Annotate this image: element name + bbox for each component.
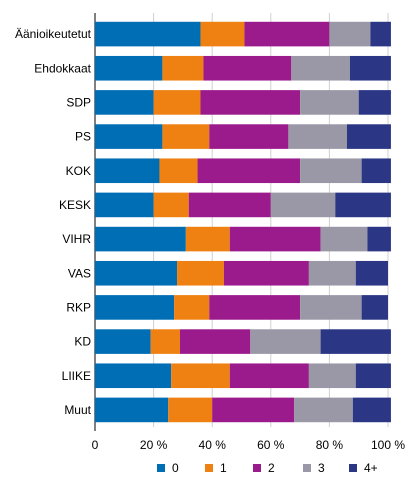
- bar-segment-rkp-2: [209, 295, 301, 320]
- bar-segment-ps-3: [288, 124, 347, 149]
- bar-segment-kesk-3: [270, 192, 336, 218]
- x-tick-label: 80 %: [316, 438, 344, 452]
- bar-segment-vihr-4+: [367, 226, 391, 252]
- bar-segment-kok-4+: [361, 158, 391, 184]
- bar-segment-vihr-3: [320, 226, 368, 252]
- bar-segment-ps-2: [209, 124, 289, 149]
- bar-segment-äänioikeutetut-1: [200, 21, 245, 47]
- grid-lines: [94, 13, 389, 431]
- legend-label: 1: [220, 461, 227, 475]
- bar-segment-kok-0: [95, 158, 160, 184]
- bar-segment-rkp-3: [300, 295, 362, 320]
- bar-segment-vihr-0: [95, 226, 186, 252]
- bar-segment-liike-3: [308, 363, 356, 389]
- bar-segment-sdp-2: [200, 90, 301, 115]
- category-label: VAS: [68, 266, 91, 280]
- legend-label: 3: [318, 461, 325, 475]
- y-axis-labels: Äänioikeutetut Ehdokkaat SDP PS KOK KESK VIHR V…: [15, 27, 92, 417]
- bar-segment-äänioikeutetut-4+: [370, 21, 391, 47]
- bar-segment-vihr-1: [185, 226, 230, 252]
- bar-segment-kok-2: [197, 158, 301, 184]
- x-tick-label: 60 %: [257, 438, 285, 452]
- category-label: KOK: [66, 164, 91, 178]
- bar-segment-vas-0: [95, 260, 178, 286]
- bar-segment-kesk-0: [95, 192, 154, 218]
- bar-segment-liike-1: [171, 363, 230, 389]
- category-label: VIHR: [62, 232, 91, 246]
- bar-segment-ehdokkaat-4+: [349, 55, 391, 81]
- bar-segment-ps-4+: [346, 124, 391, 149]
- x-axis-tick-labels: 0 20 % 40 % 60 % 80 % 100 %: [92, 438, 406, 452]
- bar-segment-ehdokkaat-3: [291, 55, 350, 81]
- category-label: KESK: [59, 198, 91, 212]
- bar-segment-kesk-1: [153, 192, 189, 218]
- bar-segment-ehdokkaat-2: [203, 55, 292, 81]
- legend-swatch: [253, 464, 261, 472]
- category-label: RKP: [66, 300, 91, 314]
- x-tick-label: 100 %: [371, 438, 405, 452]
- legend-swatch: [205, 464, 213, 472]
- category-label: PS: [75, 130, 91, 144]
- category-label: Ehdokkaat: [34, 61, 91, 75]
- bar-segment-rkp-0: [95, 295, 175, 320]
- bar-segment-ehdokkaat-1: [162, 55, 204, 81]
- bar-segment-vas-4+: [355, 260, 388, 286]
- bar-segment-kd-0: [95, 329, 151, 354]
- category-label: Muut: [64, 403, 91, 417]
- bar-segment-vas-1: [177, 260, 224, 286]
- bar-segment-kd-3: [250, 329, 321, 354]
- bar-segment-äänioikeutetut-3: [329, 21, 371, 47]
- legend-label: 4+: [364, 461, 378, 475]
- legend-swatch: [303, 464, 311, 472]
- bar-segment-liike-0: [95, 363, 172, 389]
- bar-segment-ps-0: [95, 124, 163, 149]
- bars: [95, 21, 391, 423]
- bar-segment-kesk-2: [188, 192, 271, 218]
- bar-segment-kesk-4+: [335, 192, 391, 218]
- bar-segment-äänioikeutetut-2: [244, 21, 330, 47]
- legend-label: 2: [268, 461, 275, 475]
- bar-segment-muut-4+: [352, 397, 391, 423]
- legend-label: 0: [172, 461, 179, 475]
- bar-segment-sdp-3: [300, 90, 359, 115]
- category-label: LIIKE: [62, 369, 91, 383]
- x-tick-label: 20 %: [140, 438, 168, 452]
- category-label: KD: [74, 335, 91, 349]
- bar-segment-kok-1: [159, 158, 198, 184]
- bar-segment-ehdokkaat-0: [95, 55, 163, 81]
- legend-swatch: [157, 464, 165, 472]
- bar-segment-muut-0: [95, 397, 169, 423]
- bar-segment-kd-1: [150, 329, 180, 354]
- bar-segment-liike-2: [229, 363, 309, 389]
- bar-segment-sdp-4+: [358, 90, 391, 115]
- legend: 0 1 2 3 4+: [157, 461, 378, 475]
- bar-segment-sdp-1: [153, 90, 201, 115]
- bar-segment-vihr-2: [229, 226, 321, 252]
- bar-segment-vas-2: [223, 260, 309, 286]
- bar-segment-kd-2: [179, 329, 251, 354]
- bar-segment-liike-4+: [355, 363, 391, 389]
- bar-segment-muut-1: [168, 397, 213, 423]
- category-label: SDP: [66, 95, 91, 109]
- bar-segment-rkp-4+: [361, 295, 388, 320]
- bar-segment-ps-1: [162, 124, 210, 149]
- x-tick-label: 40 %: [199, 438, 227, 452]
- bar-segment-rkp-1: [174, 295, 210, 320]
- x-tick-label: 0: [92, 438, 99, 452]
- bar-segment-äänioikeutetut-0: [95, 21, 201, 47]
- legend-swatch: [349, 464, 357, 472]
- bar-segment-sdp-0: [95, 90, 154, 115]
- bar-segment-vas-3: [308, 260, 356, 286]
- bar-segment-kd-4+: [320, 329, 391, 354]
- category-label: Äänioikeutetut: [15, 27, 92, 41]
- bar-segment-muut-3: [294, 397, 353, 423]
- bar-segment-kok-3: [300, 158, 362, 184]
- bar-segment-muut-2: [212, 397, 295, 423]
